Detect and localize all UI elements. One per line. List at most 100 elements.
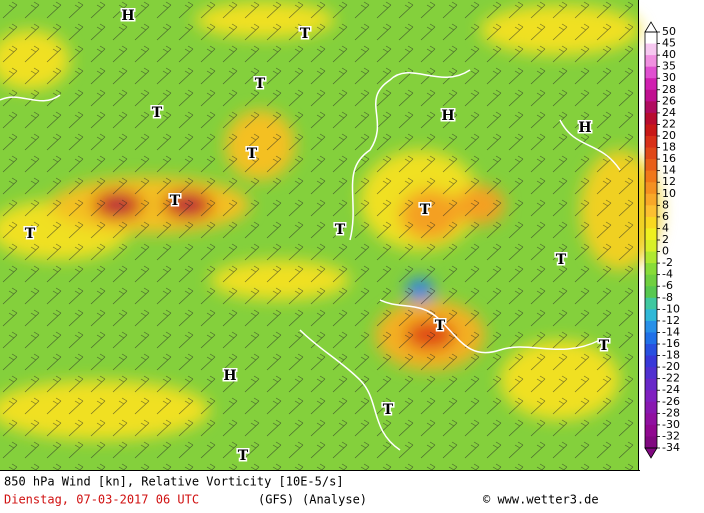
pressure-center-label: T <box>435 318 446 334</box>
colorbar-segment <box>645 101 657 114</box>
colorbar-segment <box>645 240 657 253</box>
colorbar-tick-label: -12 <box>662 314 680 327</box>
pressure-center-label: T <box>383 402 394 418</box>
colorbar-tick-label: -14 <box>662 325 680 338</box>
colorbar-tick-label: 6 <box>662 210 669 223</box>
colorbar-segment <box>645 205 657 218</box>
pressure-center-label: T <box>247 146 258 162</box>
colorbar-segment <box>645 32 657 45</box>
pressure-center-label: H <box>121 8 134 24</box>
colorbar-tick-label: 50 <box>662 25 676 38</box>
colorbar-bottom-arrow <box>644 447 658 459</box>
colorbar-segment <box>645 147 657 160</box>
colorbar-tick-label: 26 <box>662 94 676 107</box>
colorbar-segment <box>645 367 657 380</box>
colorbar-segment <box>645 332 657 345</box>
colorbar-tick-label: -30 <box>662 418 680 431</box>
colorbar-tick-label: 30 <box>662 71 676 84</box>
colorbar-segment <box>645 413 657 426</box>
footer-background <box>0 470 704 513</box>
footer-run: (Analyse) <box>302 493 367 507</box>
colorbar-segment <box>645 182 657 195</box>
pressure-center-label: T <box>170 193 181 209</box>
colorbar-tick-label: -2 <box>662 256 673 269</box>
colorbar-tick-label: -8 <box>662 291 673 304</box>
colorbar-tick-label: 18 <box>662 141 676 154</box>
pressure-center-label: H <box>223 368 236 384</box>
colorbar-segment <box>645 390 657 403</box>
colorbar-tick-label: 20 <box>662 129 676 142</box>
colorbar-segment <box>645 436 657 449</box>
colorbar-segment <box>645 112 657 125</box>
colorbar-tick-label: 2 <box>662 233 669 246</box>
colorbar-tick-label: 4 <box>662 221 669 234</box>
colorbar-tick-label: -16 <box>662 337 680 350</box>
colorbar-segment <box>645 251 657 264</box>
colorbar-segment <box>645 344 657 357</box>
colorbar-segment <box>645 89 657 102</box>
colorbar-tick-label: -28 <box>662 406 680 419</box>
colorbar-segment <box>645 355 657 368</box>
colorbar-tick-label: 35 <box>662 60 676 73</box>
colorbar-segment <box>645 401 657 414</box>
colorbar-segment <box>645 228 657 241</box>
pressure-center-label: T <box>556 252 567 268</box>
colorbar-segment <box>645 193 657 206</box>
wind-barbs <box>0 0 638 470</box>
colorbar-tick-label: 10 <box>662 187 676 200</box>
colorbar-segment <box>645 297 657 310</box>
pressure-center-label: T <box>420 202 431 218</box>
footer-date: Dienstag, 07-03-2017 06 UTC <box>4 493 199 507</box>
colorbar-segment <box>645 170 657 183</box>
colorbar-segment <box>645 136 657 149</box>
pressure-center-label: T <box>255 76 266 92</box>
colorbar-tick-label: -26 <box>662 395 680 408</box>
pressure-center-label: T <box>25 226 36 242</box>
footer-credit: © www.wetter3.de <box>483 493 599 507</box>
pressure-center-label: T <box>300 26 311 42</box>
footer-model: (GFS) <box>258 493 294 507</box>
colorbar-segment <box>645 309 657 322</box>
colorbar-tick-label: -10 <box>662 302 680 315</box>
footer-title: 850 hPa Wind [kn], Relative Vorticity [1… <box>4 475 344 489</box>
colorbar-segment <box>645 55 657 68</box>
colorbar-top-arrow <box>644 21 658 33</box>
colorbar-tick-label: 16 <box>662 152 676 165</box>
colorbar-tick-label: 24 <box>662 106 676 119</box>
colorbar-tick-label: -18 <box>662 349 680 362</box>
pressure-center-label: T <box>599 338 610 354</box>
colorbar-tick-label: 28 <box>662 83 676 96</box>
colorbar-tick-label: 8 <box>662 198 669 211</box>
colorbar-tick-label: -24 <box>662 383 680 396</box>
colorbar-tick-label: -20 <box>662 360 680 373</box>
pressure-center-label: T <box>152 105 163 121</box>
colorbar-tick-label: -22 <box>662 372 680 385</box>
pressure-center-label: T <box>335 222 346 238</box>
colorbar-segment <box>645 263 657 276</box>
colorbar-tick-label: -6 <box>662 279 673 292</box>
colorbar-tick-label: 22 <box>662 117 676 130</box>
colorbar-segment <box>645 274 657 287</box>
colorbar-segment <box>645 424 657 437</box>
colorbar-segment <box>645 78 657 91</box>
pressure-center-label: H <box>441 108 454 124</box>
colorbar-tick-label: -32 <box>662 429 680 442</box>
colorbar-tick-label: 40 <box>662 48 676 61</box>
colorbar-segment <box>645 286 657 299</box>
coastlines <box>0 69 621 451</box>
colorbar-tick-label: -4 <box>662 268 673 281</box>
pressure-center-label: H <box>578 120 591 136</box>
colorbar-segment <box>645 124 657 137</box>
colorbar-tick-label: 0 <box>662 245 669 258</box>
colorbar-segment <box>645 378 657 391</box>
colorbar-tick-label: 45 <box>662 37 676 50</box>
pressure-center-label: T <box>238 448 249 464</box>
colorbar-segment <box>645 66 657 79</box>
colorbar-tick-label: -34 <box>662 441 680 454</box>
colorbar-segment <box>645 216 657 229</box>
colorbar-segment <box>645 159 657 172</box>
colorbar-tick-label: 14 <box>662 164 676 177</box>
colorbar-tick-label: 12 <box>662 175 676 188</box>
